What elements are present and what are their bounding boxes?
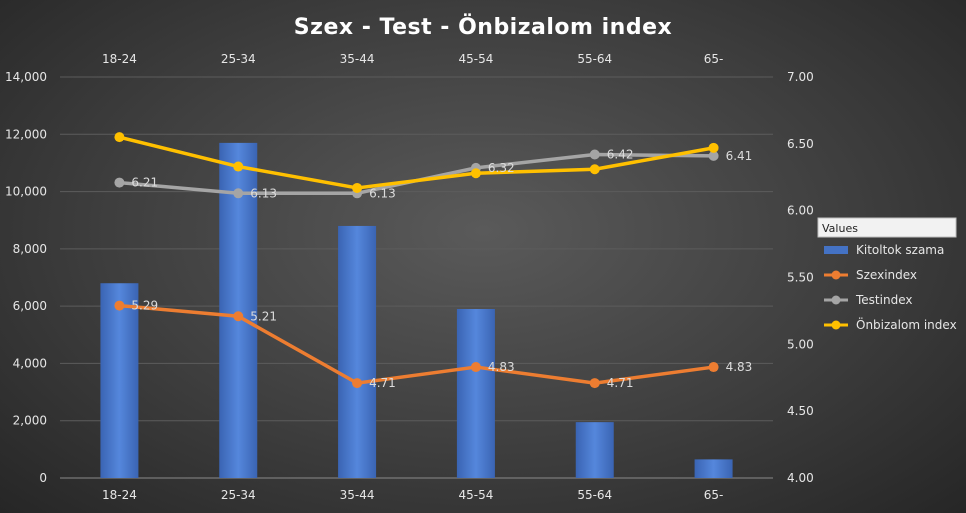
bar-35-44 — [338, 225, 377, 478]
left-axis-tick-label: 2,000 — [13, 414, 47, 428]
point-35-44 — [352, 378, 363, 389]
point-25-34 — [233, 311, 244, 322]
point-65- — [708, 150, 719, 161]
right-axis-tick-label: 4.00 — [787, 471, 814, 485]
point-65- — [708, 362, 719, 373]
point-18-24 — [114, 132, 125, 143]
right-axis-tick-label: 5.50 — [787, 271, 814, 285]
top-category-label: 55-64 — [577, 52, 612, 66]
point-25-34 — [233, 188, 244, 199]
legend-entry: Testindex — [855, 293, 912, 307]
line-series — [114, 132, 719, 389]
bar-65- — [694, 459, 733, 478]
bar-18-24 — [100, 283, 139, 478]
bottom-category-label: 25-34 — [221, 488, 256, 502]
left-axis-tick-label: 8,000 — [13, 242, 47, 256]
axes: 0 2,000 4,000 6,000 8,000 10,000 12,000 14,000 4… — [5, 52, 814, 502]
bottom-category-label: 55-64 — [577, 488, 612, 502]
point-55-64 — [589, 164, 600, 175]
left-axis-tick-label: 14,000 — [5, 70, 47, 84]
bar-55-64 — [575, 422, 614, 478]
legend-title-box — [817, 217, 957, 238]
data-label: 6.41 — [726, 149, 753, 163]
legend-swatch-marker — [831, 320, 841, 330]
legend-swatch-marker — [831, 295, 841, 305]
line--nbizalom-index — [117, 135, 716, 190]
right-axis-tick-label: 4.50 — [787, 404, 814, 418]
data-label: 6.32 — [488, 161, 515, 175]
left-axis-tick-label: 10,000 — [5, 185, 47, 199]
point-45-54 — [470, 362, 481, 373]
data-label: 4.83 — [726, 360, 753, 374]
data-labels: 5.29 5.21 4.71 4.83 4.71 4.83 6.21 6.13 6.13 6.32… — [131, 148, 752, 391]
data-label: 6.42 — [607, 148, 634, 162]
data-label: 4.83 — [488, 360, 515, 374]
right-axis-tick-label: 6.00 — [787, 204, 814, 218]
line-szexindex — [117, 303, 716, 385]
point-18-24 — [114, 177, 125, 188]
bar-series — [100, 142, 733, 478]
left-axis-tick-label: 12,000 — [5, 127, 47, 141]
top-category-label: 25-34 — [221, 52, 256, 66]
data-label: 6.13 — [369, 186, 396, 200]
top-category-label: 45-54 — [458, 52, 493, 66]
legend-swatch-bar — [824, 246, 848, 254]
legend: Values Kitoltok szama Szexindex Testindex Ön… — [817, 217, 957, 332]
left-axis-tick-label: 0 — [39, 471, 47, 485]
top-category-label: 65- — [704, 52, 724, 66]
left-axis-tick-label: 6,000 — [13, 299, 47, 313]
gridlines — [60, 76, 773, 479]
bottom-category-label: 65- — [704, 488, 724, 502]
legend-entry: Szexindex — [856, 268, 917, 282]
bottom-category-label: 18-24 — [102, 488, 137, 502]
point-65- — [708, 142, 719, 153]
point-45-54 — [470, 168, 481, 179]
right-axis-tick-label: 7.00 — [787, 70, 814, 84]
data-label: 5.29 — [131, 299, 158, 313]
legend-entry: Kitoltok szama — [856, 243, 944, 257]
data-label: 5.21 — [250, 309, 277, 323]
point-18-24 — [114, 300, 125, 311]
data-label: 6.13 — [250, 186, 277, 200]
data-label: 6.21 — [131, 176, 158, 190]
legend-swatch-marker — [831, 270, 841, 280]
right-axis-tick-label: 5.00 — [787, 337, 814, 351]
point-25-34 — [233, 161, 244, 172]
point-55-64 — [589, 149, 600, 160]
top-category-label: 35-44 — [340, 52, 375, 66]
bar-25-34 — [219, 142, 258, 478]
data-label: 4.71 — [369, 376, 396, 390]
top-category-label: 18-24 — [102, 52, 137, 66]
bottom-category-label: 45-54 — [458, 488, 493, 502]
bottom-category-label: 35-44 — [340, 488, 375, 502]
left-axis-tick-label: 4,000 — [13, 356, 47, 370]
right-axis-tick-label: 6.50 — [787, 137, 814, 151]
data-label: 4.71 — [607, 376, 634, 390]
legend-entry: Önbizalom index — [856, 316, 957, 332]
chart-title: Szex - Test - Önbizalom index — [294, 14, 672, 40]
bar-45-54 — [456, 309, 495, 478]
point-35-44 — [352, 182, 363, 193]
point-55-64 — [589, 378, 600, 389]
legend-title: Values — [822, 222, 858, 235]
